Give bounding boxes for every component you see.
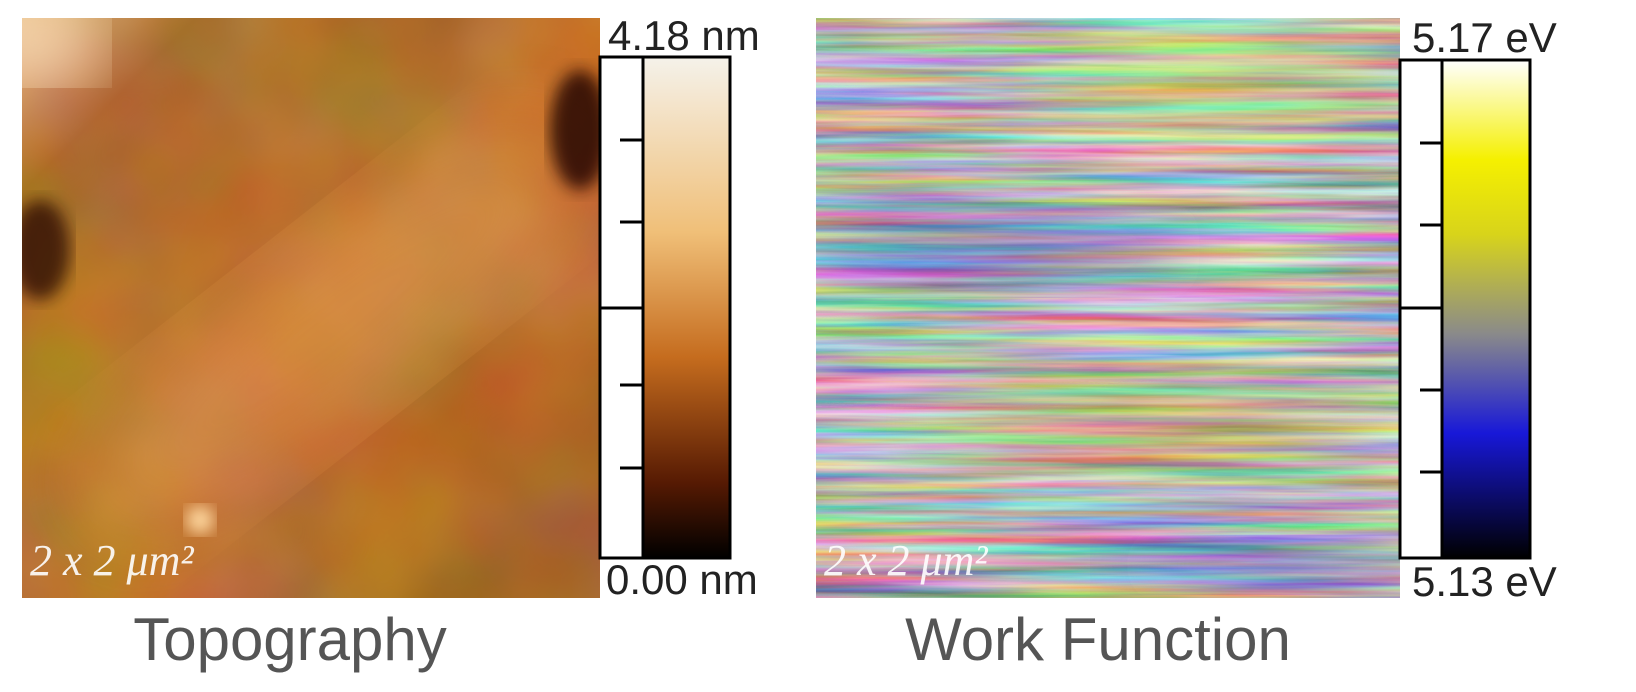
colorbar — [1442, 60, 1530, 558]
work-function-image: 2 x 2 μm² — [800, 18, 1420, 598]
panel-title: Work Function — [905, 606, 1291, 673]
topography-image: 2 x 2 μm² — [0, 0, 622, 598]
colorbar-max: 4.18 nm — [608, 12, 760, 59]
figure: 2 x 2 μm² 4.18 nm 0.00 nm Topography 2 x… — [0, 0, 1636, 692]
colorbar-max: 5.17 eV — [1412, 14, 1557, 61]
colorbar-min: 5.13 eV — [1412, 558, 1557, 605]
colorbar-min: 0.00 nm — [606, 556, 758, 603]
scale-label: 2 x 2 μm² — [824, 536, 988, 585]
colorbar — [643, 57, 730, 558]
scale-label: 2 x 2 μm² — [30, 536, 194, 585]
panel-title: Topography — [133, 606, 447, 673]
